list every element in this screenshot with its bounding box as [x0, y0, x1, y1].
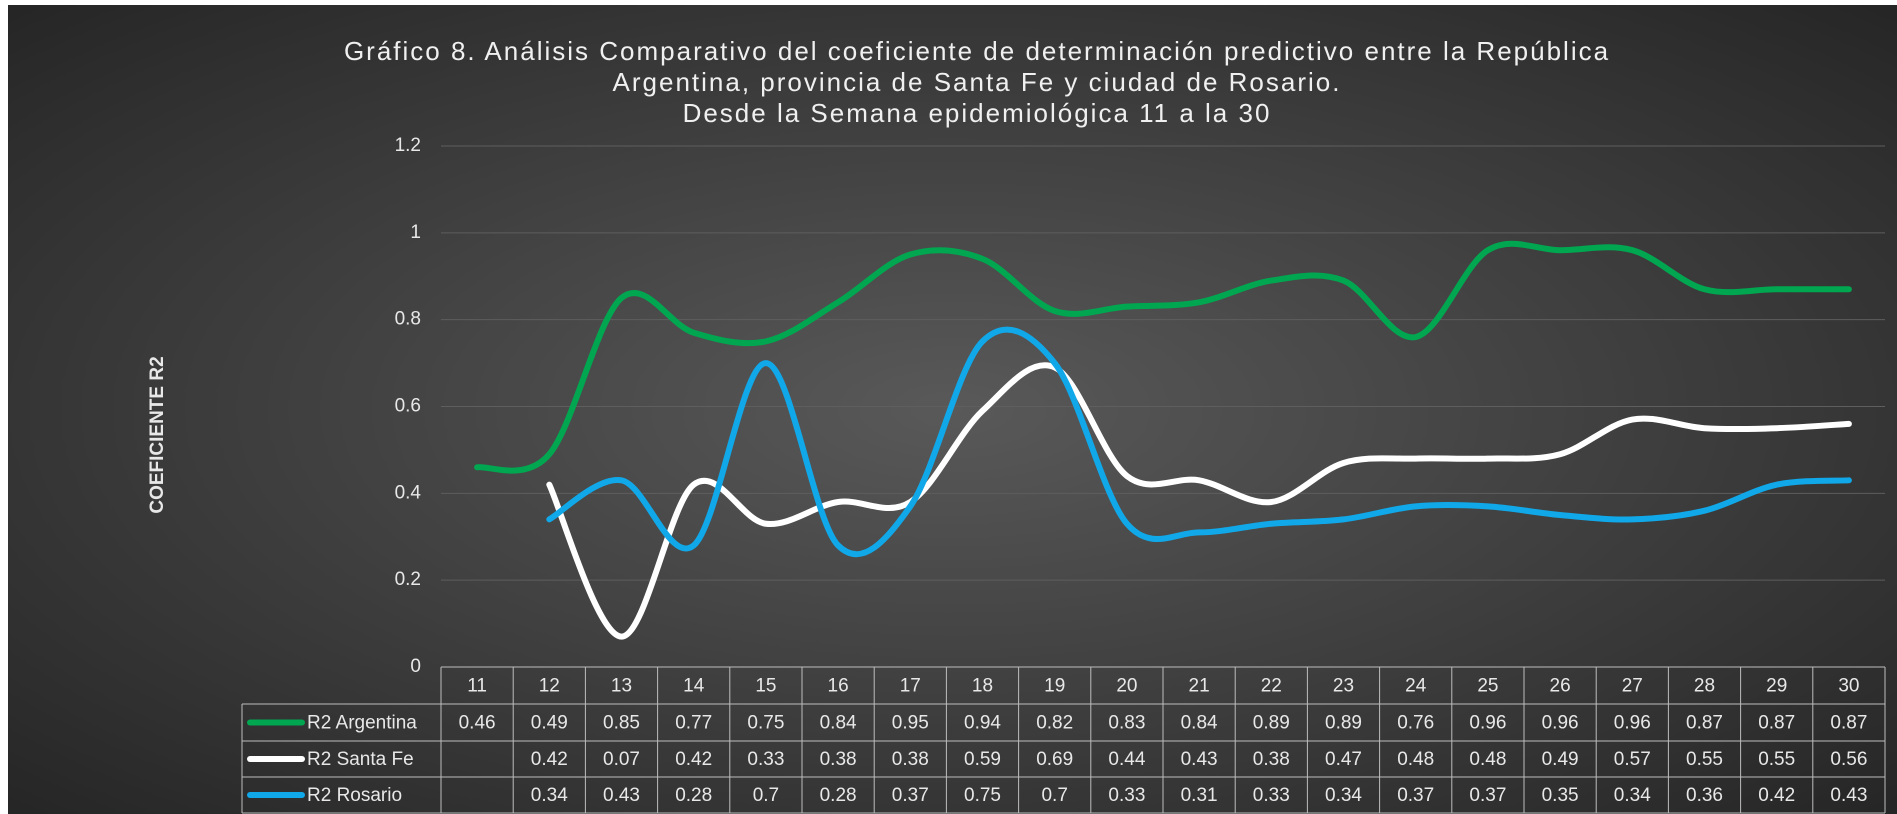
y-tick-label: 0	[410, 656, 421, 677]
table-value: 0.42	[675, 749, 712, 770]
table-value: 0.69	[1036, 749, 1073, 770]
table-value: 0.28	[820, 785, 857, 806]
table-value: 0.77	[675, 713, 712, 734]
table-value: 0.87	[1686, 713, 1723, 734]
table-value: 0.44	[1108, 749, 1145, 770]
table-value: 0.46	[459, 713, 496, 734]
table-value: 0.33	[1108, 785, 1145, 806]
table-value: 0.59	[964, 749, 1001, 770]
table-value: 0.36	[1686, 785, 1723, 806]
table-value: 0.75	[747, 713, 784, 734]
x-tick-label: 25	[1477, 676, 1498, 697]
table-value: 0.96	[1542, 713, 1579, 734]
x-tick-label: 21	[1189, 676, 1210, 697]
x-tick-label: 22	[1261, 676, 1282, 697]
table-value: 0.48	[1397, 749, 1434, 770]
table-value: 0.28	[675, 785, 712, 806]
table-value: 0.83	[1108, 713, 1145, 734]
table-value: 0.37	[1469, 785, 1506, 806]
x-tick-label: 27	[1622, 676, 1643, 697]
chart-title: Desde la Semana epidemiológica 11 a la 3…	[683, 98, 1272, 128]
table-value: 0.34	[1325, 785, 1362, 806]
x-tick-label: 11	[467, 676, 487, 697]
x-tick-label: 12	[539, 676, 560, 697]
table-value: 0.38	[1253, 749, 1290, 770]
table-value: 0.42	[1758, 785, 1795, 806]
table-value: 0.96	[1614, 713, 1651, 734]
table-value: 0.47	[1325, 749, 1362, 770]
table-value: 0.56	[1830, 749, 1867, 770]
x-tick-label: 18	[972, 676, 993, 697]
table-value: 0.42	[531, 749, 568, 770]
table-value: 0.96	[1469, 713, 1506, 734]
y-tick-label: 0.2	[395, 569, 421, 590]
table-value: 0.55	[1686, 749, 1723, 770]
y-tick-label: 0.6	[395, 396, 421, 417]
table-value: 0.43	[603, 785, 640, 806]
y-axis-label: COEFICIENTE R2	[147, 356, 168, 513]
table-value: 0.49	[531, 713, 568, 734]
table-value: 0.43	[1830, 785, 1867, 806]
table-value: 0.48	[1469, 749, 1506, 770]
table-value: 0.31	[1181, 785, 1218, 806]
table-value: 0.87	[1758, 713, 1795, 734]
x-tick-label: 23	[1333, 676, 1354, 697]
table-value: 0.49	[1542, 749, 1579, 770]
table-value: 0.43	[1181, 749, 1218, 770]
table-value: 0.34	[1614, 785, 1651, 806]
legend-label: R2 Rosario	[307, 785, 402, 806]
table-value: 0.7	[753, 785, 779, 806]
x-tick-label: 16	[828, 676, 849, 697]
chart-title: Argentina, provincia de Santa Fe y ciuda…	[613, 67, 1342, 97]
table-value: 0.38	[892, 749, 929, 770]
table-value: 0.95	[892, 713, 929, 734]
x-tick-label: 30	[1838, 676, 1859, 697]
x-tick-label: 19	[1044, 676, 1065, 697]
table-value: 0.89	[1325, 713, 1362, 734]
x-tick-label: 26	[1550, 676, 1571, 697]
x-tick-label: 15	[755, 676, 776, 697]
chart-title: Gráfico 8. Análisis Comparativo del coef…	[344, 36, 1610, 66]
table-value: 0.33	[1253, 785, 1290, 806]
y-tick-label: 0.8	[395, 309, 421, 330]
x-tick-label: 17	[900, 676, 921, 697]
table-value: 0.84	[1181, 713, 1218, 734]
table-value: 0.7	[1041, 785, 1067, 806]
table-value: 0.34	[531, 785, 568, 806]
table-value: 0.75	[964, 785, 1001, 806]
y-tick-label: 1	[410, 222, 421, 243]
table-value: 0.85	[603, 713, 640, 734]
x-tick-label: 13	[611, 676, 632, 697]
table-value: 0.82	[1036, 713, 1073, 734]
table-value: 0.94	[964, 713, 1001, 734]
table-value: 0.07	[603, 749, 640, 770]
table-value: 0.89	[1253, 713, 1290, 734]
table-value: 0.35	[1542, 785, 1579, 806]
x-tick-label: 20	[1116, 676, 1137, 697]
table-value: 0.33	[747, 749, 784, 770]
legend-label: R2 Argentina	[307, 713, 417, 734]
table-value: 0.37	[1397, 785, 1434, 806]
table-value: 0.55	[1758, 749, 1795, 770]
series-line	[474, 240, 1852, 474]
table-value: 0.87	[1830, 713, 1867, 734]
y-tick-label: 1.2	[395, 135, 421, 156]
x-tick-label: 14	[683, 676, 705, 697]
x-tick-label: 24	[1405, 676, 1427, 697]
table-value: 0.84	[820, 713, 857, 734]
table-value: 0.57	[1614, 749, 1651, 770]
series-line	[546, 326, 1852, 558]
legend-label: R2 Santa Fe	[307, 749, 414, 770]
x-tick-label: 28	[1694, 676, 1715, 697]
y-tick-label: 0.4	[395, 482, 422, 503]
x-tick-label: 29	[1766, 676, 1787, 697]
table-value: 0.38	[820, 749, 857, 770]
table-value: 0.37	[892, 785, 929, 806]
table-value: 0.76	[1397, 713, 1434, 734]
